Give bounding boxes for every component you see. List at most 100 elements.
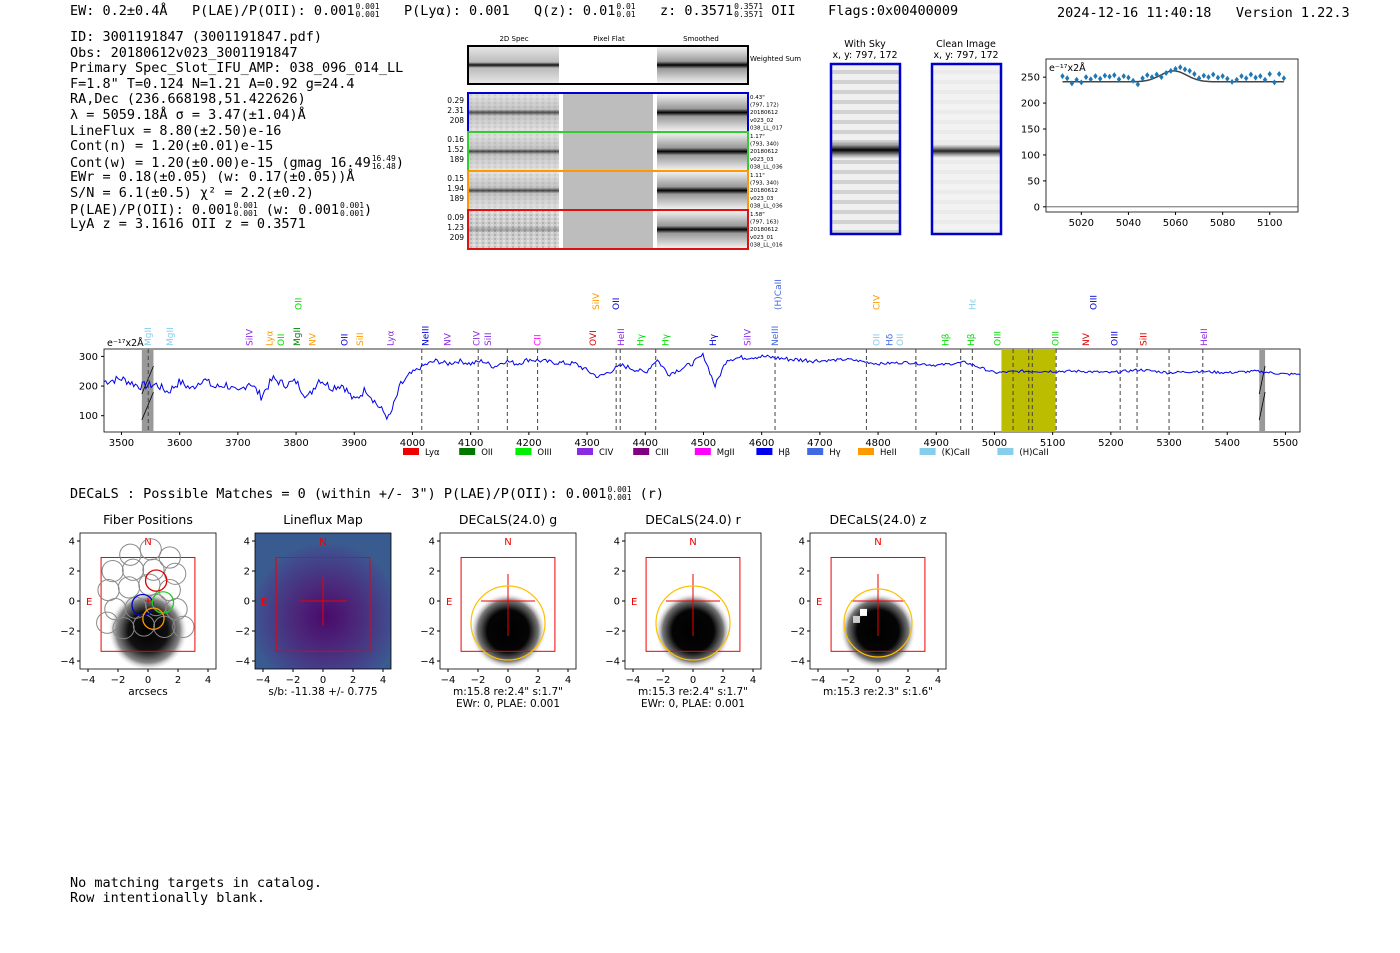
plya-value: P(Lyα): 0.001 <box>403 3 510 19</box>
east-label: E <box>816 597 822 608</box>
aperture-box <box>645 556 741 652</box>
spec2d-row-meta: 0.43" <box>750 95 765 101</box>
decals-xtick-label: 2 <box>720 675 726 686</box>
catalog-footer: No matching targets in catalog. Row inten… <box>70 876 322 906</box>
line-marker-label: OIII <box>1052 331 1062 346</box>
spec2d-row-meta: 1.58" <box>750 212 765 218</box>
decals-lo: 0.001 <box>607 493 632 502</box>
z-band-artifact <box>853 615 860 623</box>
line-marker-label: Lyα <box>386 330 396 346</box>
sky-coords: x, y: 797, 172 <box>832 50 897 61</box>
spec-xtick-label: 4800 <box>865 438 890 449</box>
z-value: z: 0.3571 <box>659 3 734 19</box>
fiber-circle <box>142 558 165 581</box>
zoom-data-point <box>1272 79 1277 86</box>
spec-xtick-label: 3600 <box>167 438 192 449</box>
spec2d-row-meta: 20180612 <box>750 188 778 194</box>
zoom-units-label: e⁻¹⁷x2Å <box>1049 62 1086 74</box>
zoom-data-point <box>1149 74 1155 81</box>
north-label: N <box>319 537 326 548</box>
spec2d-row-stat: 208 <box>450 116 465 125</box>
timestamp: 2024-12-16 11:40:18 <box>1057 5 1212 21</box>
line-marker-label: SiII <box>484 332 494 346</box>
zoom-data-point <box>1060 73 1065 80</box>
spec2d-row-meta: v023_03 <box>750 157 774 163</box>
spec-xtick-label: 4100 <box>458 438 483 449</box>
spec-masked-hatch <box>1258 365 1266 395</box>
decals-xtick-label: 0 <box>690 675 696 686</box>
info-plae-w-lo: 0.001 <box>339 208 365 218</box>
decals-ytick-label: 0 <box>799 597 805 608</box>
detection-info: ID: 3001191847 (3001191847.pdf) Obs: 201… <box>70 29 404 233</box>
east-label: E <box>446 597 452 608</box>
galaxy-ellipse <box>655 585 731 661</box>
legend-swatch <box>807 448 824 455</box>
spec2d-cell-flat <box>563 94 653 131</box>
spec2d-cell-flat <box>563 172 653 209</box>
fiber-highlight-red <box>144 569 168 592</box>
spec-xtick-label: 5200 <box>1098 438 1123 449</box>
line-marker-label: OVI <box>589 330 599 346</box>
spec-masked-region <box>141 349 154 432</box>
zoom-xtick-label: 5040 <box>1116 218 1141 229</box>
decals-group: Fiber Positions N E −4 4 −2 2 0 0 2 −2 4 −4 arcsecs Li… <box>60 512 947 710</box>
zoom-data-point <box>1215 74 1221 81</box>
zoom-plot-area <box>1045 58 1299 213</box>
line-marker-label: Hγ <box>637 333 647 346</box>
plae-lo: 0.001 <box>355 10 380 19</box>
spec2d-row-stat: 1.23 <box>447 223 464 232</box>
info-lambda: λ = 5059.18Å σ = 3.47(±1.04)Å <box>70 106 306 123</box>
decals-panel-caption: s/b: -11.38 +/- 0.775 <box>268 686 377 698</box>
line-marker-label: CIV <box>872 294 882 310</box>
decals-ytick-label: 0 <box>614 597 620 608</box>
fiber-circle <box>96 611 119 634</box>
zoom-ytick-label: 50 <box>1027 176 1040 187</box>
fiber-circle <box>165 598 188 621</box>
galaxy-ellipse <box>843 588 913 658</box>
decals-xtick-label: −2 <box>111 675 126 686</box>
aperture-box <box>275 556 371 652</box>
legend-label: (K)CaII <box>942 448 970 458</box>
zoom-data-point <box>1074 76 1079 83</box>
line-marker-label: Hδ <box>886 333 896 346</box>
zoom-data-point <box>1135 81 1141 88</box>
spec-masked-hatch <box>141 391 154 421</box>
fiber-circle <box>104 598 127 621</box>
decals-xtick-label: −4 <box>441 675 456 686</box>
decals-ytick-label: −4 <box>60 657 75 668</box>
spec2d-cell-noise <box>469 211 559 248</box>
decals-ytick-label: −2 <box>605 627 620 638</box>
decals-panel-title: Fiber Positions <box>103 512 193 527</box>
spec-xtick-label: 4000 <box>400 438 425 449</box>
spec-masked-region <box>1259 349 1266 432</box>
line-marker-label: OII <box>896 334 906 346</box>
spec2d-row-meta: 038_LL_036 <box>750 164 783 170</box>
ew-value: EW: 0.2±0.4Å <box>70 3 168 19</box>
zoom-data-point <box>1281 75 1287 82</box>
legend-label: HeII <box>880 448 897 458</box>
spec2d-cell-noise <box>469 133 559 170</box>
qz-hi: 0.01 <box>616 2 636 11</box>
weighted-flat <box>563 47 653 83</box>
decals-ytick-label: 2 <box>429 567 435 578</box>
info-plae-w-hi: 0.001 <box>339 200 365 210</box>
spec-xtick-label: 4600 <box>749 438 774 449</box>
spec-xtick-label: 4500 <box>691 438 716 449</box>
decals-xtick-label: 4 <box>205 675 211 686</box>
decals-xtick-label: −2 <box>471 675 486 686</box>
info-plae: P(LAE)/P(OII): 0.001 0.001 0.001 (w: 0.001… <box>70 200 404 218</box>
decals-xtick-label: 4 <box>935 675 941 686</box>
line-marker-label: MgII <box>166 327 176 346</box>
legend-label: OII <box>481 448 493 458</box>
zoom-xtick-label: 5100 <box>1257 218 1282 229</box>
spec-xtick-label: 5500 <box>1273 438 1298 449</box>
info-plae-hi: 0.001 <box>233 200 258 210</box>
sky-title: With Sky <box>844 39 886 50</box>
zoom-data-point <box>1112 72 1117 79</box>
spectrum-line <box>103 352 1301 421</box>
decals-xtick-label: 0 <box>145 675 151 686</box>
